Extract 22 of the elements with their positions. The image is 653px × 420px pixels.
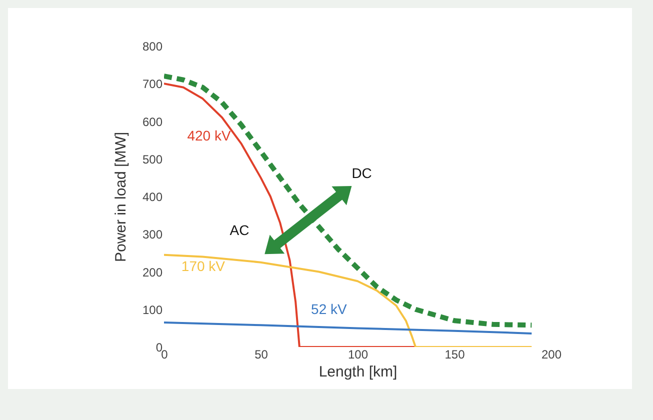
- y-tick-label: 200: [142, 265, 163, 280]
- y-axis-title: Power in load [MW]: [112, 132, 130, 262]
- series-label: 52 kV: [311, 301, 348, 318]
- annotation: DC: [352, 164, 372, 181]
- y-tick-label: 500: [142, 152, 163, 166]
- y-tick-label: 100: [142, 302, 163, 317]
- y-tick-label: 800: [142, 40, 163, 54]
- annotation: AC: [230, 222, 250, 238]
- y-tick-label: 400: [142, 190, 163, 204]
- x-tick-label: 50: [254, 348, 268, 362]
- line-series: [164, 254, 533, 347]
- y-tick-label: 300: [142, 228, 163, 242]
- series-label: 420 kV: [187, 127, 232, 144]
- x-tick-label: 200: [541, 348, 562, 362]
- x-tick-label: 150: [444, 348, 466, 362]
- series-label: 170 kV: [181, 258, 226, 274]
- y-tick-label: 600: [142, 114, 163, 129]
- x-axis-title: Length [km]: [318, 364, 398, 380]
- y-tick-label: 700: [142, 77, 163, 92]
- x-tick-label: 100: [348, 348, 368, 362]
- line-series: [164, 82, 417, 347]
- line-series: [164, 322, 533, 334]
